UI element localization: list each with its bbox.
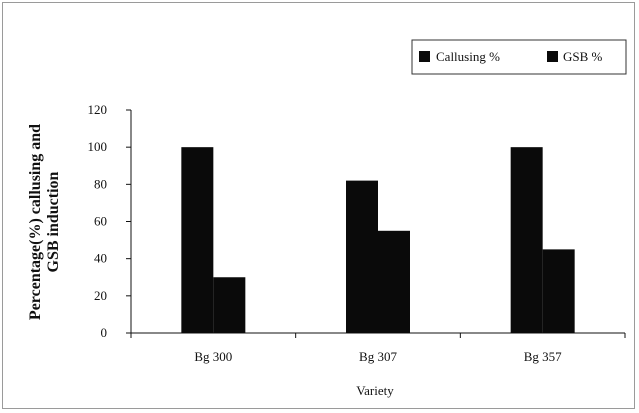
y-tick-label: 80 [94, 176, 107, 191]
y-axis-title: Percentage(%) callusing and GSB inductio… [27, 124, 62, 320]
y-tick-label: 120 [88, 102, 108, 117]
y-axis-title-line2: GSB induction [45, 171, 62, 272]
y-axis-title-line1: Percentage(%) callusing and [27, 124, 44, 320]
bar-gsb-3 [542, 249, 575, 333]
x-axis-categories: Bg 300 Bg 307 Bg 357 [130, 333, 626, 364]
x-category-label: Bg 357 [524, 349, 562, 364]
legend-label-gsb: GSB % [563, 49, 603, 64]
y-tick-label: 60 [94, 214, 107, 229]
bar-gsb-2 [378, 230, 410, 333]
y-tick-label: 100 [88, 139, 108, 154]
legend-label-callusing: Callusing % [436, 49, 500, 64]
x-axis-title: Variety [356, 383, 394, 398]
bar-callusing-2 [346, 180, 378, 333]
x-category-label: Bg 300 [194, 349, 232, 364]
legend-swatch-gsb [547, 51, 558, 62]
y-tick-label: 20 [94, 288, 107, 303]
legend-swatch-callusing [419, 51, 430, 62]
y-axis-ticks: 0 20 40 60 80 100 120 [88, 102, 131, 340]
bars [181, 147, 575, 333]
bar-gsb-1 [213, 277, 246, 333]
x-category-label: Bg 307 [359, 349, 397, 364]
legend: Callusing % GSB % [411, 39, 627, 75]
y-tick-label: 0 [101, 325, 108, 340]
y-tick-label: 40 [94, 251, 107, 266]
bar-callusing-3 [510, 147, 543, 333]
bar-callusing-1 [181, 147, 214, 333]
legend-box [411, 39, 627, 75]
